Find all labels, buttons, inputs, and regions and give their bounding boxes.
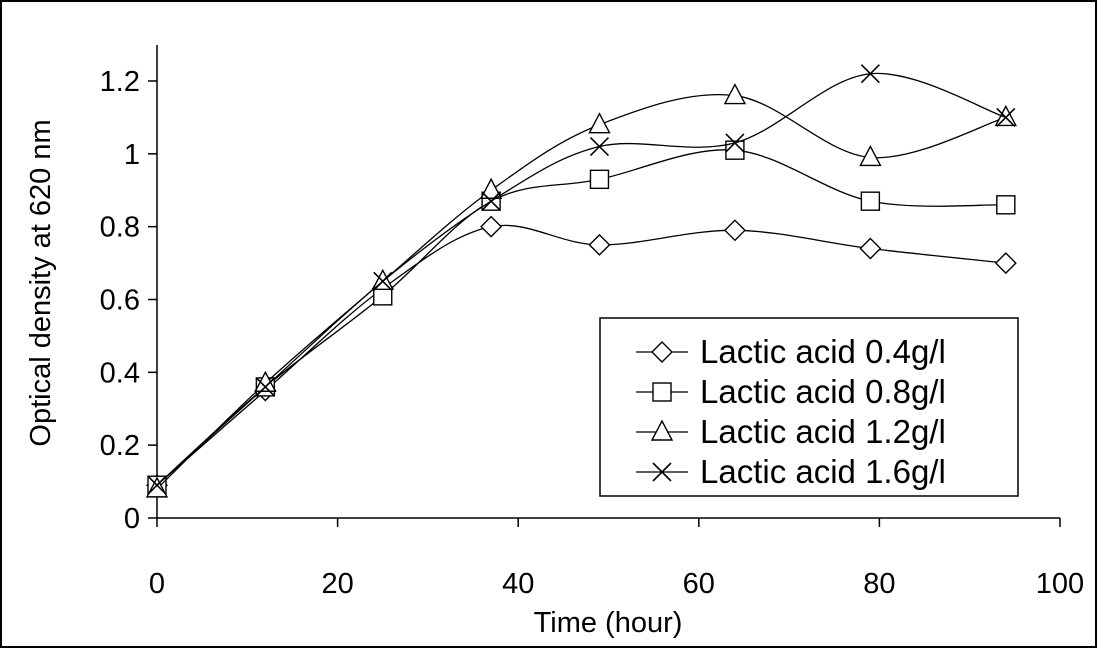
y-tick-label: 1 — [124, 139, 140, 171]
data-point — [997, 196, 1015, 214]
x-tick-label: 80 — [863, 568, 895, 600]
x-tick-label: 40 — [502, 568, 534, 600]
y-tick-label: 0.8 — [100, 212, 140, 244]
legend-label: Lactic acid 0.8g/l — [700, 373, 946, 410]
y-tick-label: 0.2 — [100, 430, 140, 462]
x-tick-label: 20 — [321, 568, 353, 600]
x-tick-label: 0 — [149, 568, 165, 600]
data-point — [861, 192, 879, 210]
y-tick-label: 1.2 — [100, 66, 140, 98]
legend-label: Lactic acid 1.2g/l — [700, 413, 946, 450]
legend-marker — [653, 383, 671, 401]
y-axis-title: Optical density at 620 nm — [25, 119, 57, 446]
legend-label: Lactic acid 1.6g/l — [700, 453, 946, 490]
data-point — [590, 170, 608, 188]
x-tick-label: 60 — [683, 568, 715, 600]
legend-label: Lactic acid 0.4g/l — [700, 333, 946, 370]
x-tick-label: 100 — [1036, 568, 1084, 600]
x-axis-title: Time (hour) — [534, 607, 683, 639]
y-tick-label: 0.4 — [100, 357, 140, 389]
y-tick-label: 0 — [124, 503, 140, 535]
y-tick-label: 0.6 — [100, 285, 140, 317]
